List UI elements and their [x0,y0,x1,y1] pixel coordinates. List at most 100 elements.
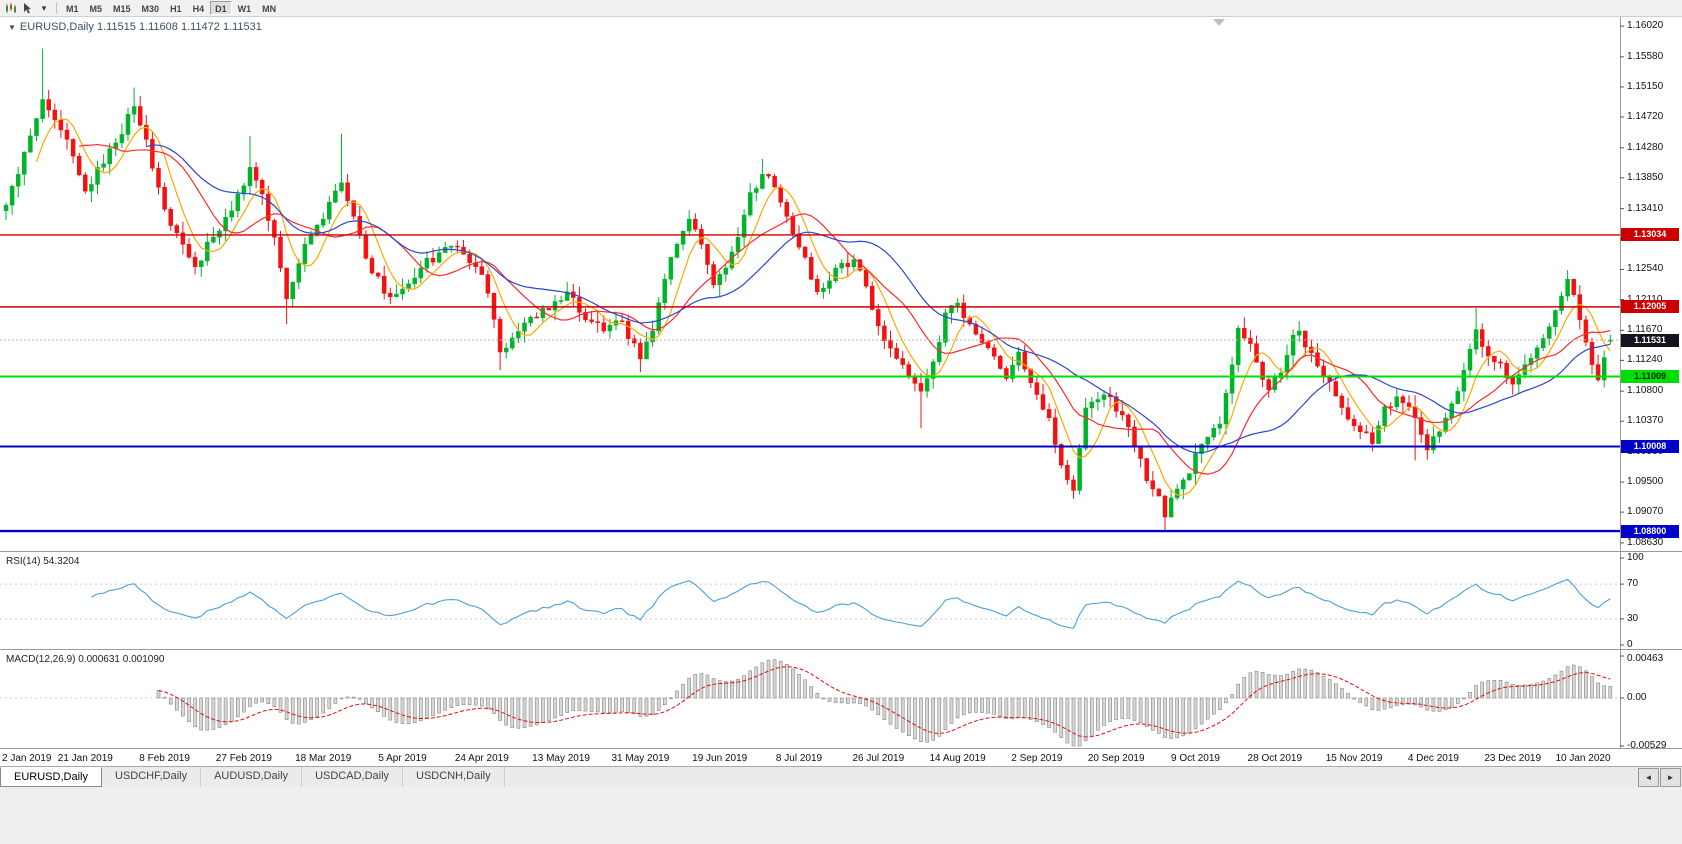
date-axis-label: 19 Jun 2019 [692,753,748,764]
timeframe-mn[interactable]: MN [257,1,281,15]
price-axis-label: 1.10370 [1627,415,1664,427]
toolbar-separator [56,2,57,14]
rsi-axis-label: 100 [1627,552,1644,563]
level-price-badge: 1.08800 [1621,524,1679,538]
toolbar: ▾ M1 M5 M15 M30 H1 H4 D1 W1 MN [0,0,1682,17]
price-axis-label: 1.12540 [1627,263,1664,275]
level-price-badge: 1.13034 [1621,228,1679,242]
date-axis-label: 20 Sep 2019 [1087,753,1145,764]
price-axis-label: 1.13410 [1627,202,1664,214]
collapse-arrow-icon[interactable]: ▼ [8,23,16,32]
price-axis-label: 1.09500 [1627,476,1664,488]
price-axis-label: 1.14720 [1627,111,1664,122]
price-axis-label: 1.15580 [1627,50,1664,62]
rsi-series [0,578,1620,629]
date-axis-label: 9 Oct 2019 [1171,753,1220,764]
date-axis-label: 8 Feb 2019 [139,753,190,764]
date-axis-label: 28 Oct 2019 [1247,753,1303,764]
chart-title: ▼ EURUSD,Daily 1.11515 1.11608 1.11472 1.… [8,21,262,33]
date-axis-label: 2 Sep 2019 [1011,753,1063,764]
timeframe-buttons: M1 M5 M15 M30 H1 H4 D1 W1 MN [61,1,281,15]
rsi-indicator-label: RSI(14) 54.3204 [6,556,80,567]
price-axis-label: 1.13850 [1627,171,1664,183]
rsi-axis-label: 0 [1627,639,1633,650]
panel-divider-price-rsi[interactable] [0,551,1682,556]
horizontal-level-lines[interactable] [0,234,1620,533]
cursor-icon [24,2,31,13]
price-axis-label: 1.08630 [1627,536,1664,548]
price-axis-label: 1.09070 [1627,506,1664,518]
ma-6-line [35,118,1611,496]
macd-signal-line [158,666,1611,738]
price-axis-label: 1.15150 [1627,80,1664,92]
tab-usdcad-daily[interactable]: USDCAD,Daily [302,767,404,787]
chart-shift-marker[interactable] [1213,19,1225,26]
tab-scroll-left-button[interactable]: ◄ [1638,768,1659,787]
timeframe-m1[interactable]: M1 [61,1,84,15]
date-axis-label: 10 Jan 2020 [1555,753,1611,764]
chart-tabs-bar: EURUSD,Daily USDCHF,Daily AUDUSD,Daily USDC… [0,766,1682,787]
tab-audusd-daily[interactable]: AUDUSD,Daily [201,767,303,787]
tab-usdchf-daily[interactable]: USDCHF,Daily [102,767,202,787]
tab-scroll-right-button[interactable]: ► [1660,768,1681,787]
candlesticks [3,48,1613,532]
tab-eurusd-daily[interactable]: EURUSD,Daily [0,767,102,787]
price-axis-label: 1.11670 [1627,324,1663,336]
price-axis-label: 1.12110 [1627,293,1663,305]
date-axis-label: 18 Mar 2019 [295,753,352,764]
chart-icon [6,2,16,13]
macd-series [0,659,1620,747]
timeframe-m15[interactable]: M15 [108,1,136,15]
tab-usdcnh-daily[interactable]: USDCNH,Daily [403,767,505,787]
date-axis[interactable]: 2 Jan 2019 21 Jan 2019 8 Feb 2019 27 Feb 20… [0,748,1682,766]
rsi-axis-label: 70 [1627,578,1639,590]
date-axis-label: 4 Dec 2019 [1407,753,1459,764]
symbol-period-label: EURUSD,Daily [19,21,94,33]
date-axis-label: 5 Apr 2019 [378,753,427,764]
date-axis-label: 31 May 2019 [611,753,670,764]
date-axis-label: 14 Aug 2019 [929,753,986,764]
ma-13-line [79,143,1611,475]
timeframe-w1[interactable]: W1 [233,1,257,15]
rsi-axis-label: 30 [1627,612,1639,624]
date-axis-label: 23 Dec 2019 [1484,753,1542,764]
timeframe-h1[interactable]: H1 [165,1,187,15]
level-price-badge: 1.11009 [1621,370,1679,384]
timeframe-m30[interactable]: M30 [137,1,165,15]
date-axis-label: 2 Jan 2019 [2,753,52,764]
cursor-tool-button[interactable] [20,1,36,16]
date-axis-label: 26 Jul 2019 [852,753,905,764]
price-axis-label: 1.10800 [1627,385,1664,397]
price-axis-label: 1.11240 [1627,354,1663,366]
price-axis[interactable]: 1.16020 1.15580 1.15150 1.14720 1.14280 1.138… [1620,17,1682,751]
panel-divider-rsi-macd[interactable] [0,649,1682,654]
date-axis-label: 8 Jul 2019 [775,753,823,764]
ma-24-line [146,144,1611,454]
price-panel-series [0,48,1620,533]
cursor-dropdown-button[interactable]: ▾ [36,1,52,16]
ohlc-values: 1.11515 1.11608 1.11472 1.11531 [96,21,262,33]
current-price-badge: 1.11531 [1621,333,1679,347]
price-axis-label: 1.16020 [1627,20,1664,32]
date-axis-label: 27 Feb 2019 [215,753,272,764]
price-axis-label: 1.14280 [1627,141,1664,153]
timeframe-h4[interactable]: H4 [188,1,210,15]
chart-tabs: EURUSD,Daily USDCHF,Daily AUDUSD,Daily USDC… [0,767,1638,787]
macd-axis-label: 0.00 [1627,692,1647,703]
date-axis-label: 24 Apr 2019 [454,753,509,764]
timeframe-d1[interactable]: D1 [210,1,232,15]
macd-axis-label: 0.00463 [1627,653,1664,664]
rsi-line [91,578,1611,629]
level-price-badge: 1.12005 [1621,300,1679,314]
timeframe-m5[interactable]: M5 [85,1,108,15]
bottom-filler [0,787,1682,844]
date-axis-label: 21 Jan 2019 [57,753,113,764]
macd-axis-label: -0.00529 [1627,740,1667,751]
date-axis-label: 15 Nov 2019 [1325,753,1383,764]
chart-window-button[interactable] [2,1,20,16]
macd-indicator-label: MACD(12,26,9) 0.000631 0.001090 [6,654,165,665]
date-axis-label: 13 May 2019 [532,753,590,764]
level-price-badge: 1.10008 [1621,440,1679,454]
